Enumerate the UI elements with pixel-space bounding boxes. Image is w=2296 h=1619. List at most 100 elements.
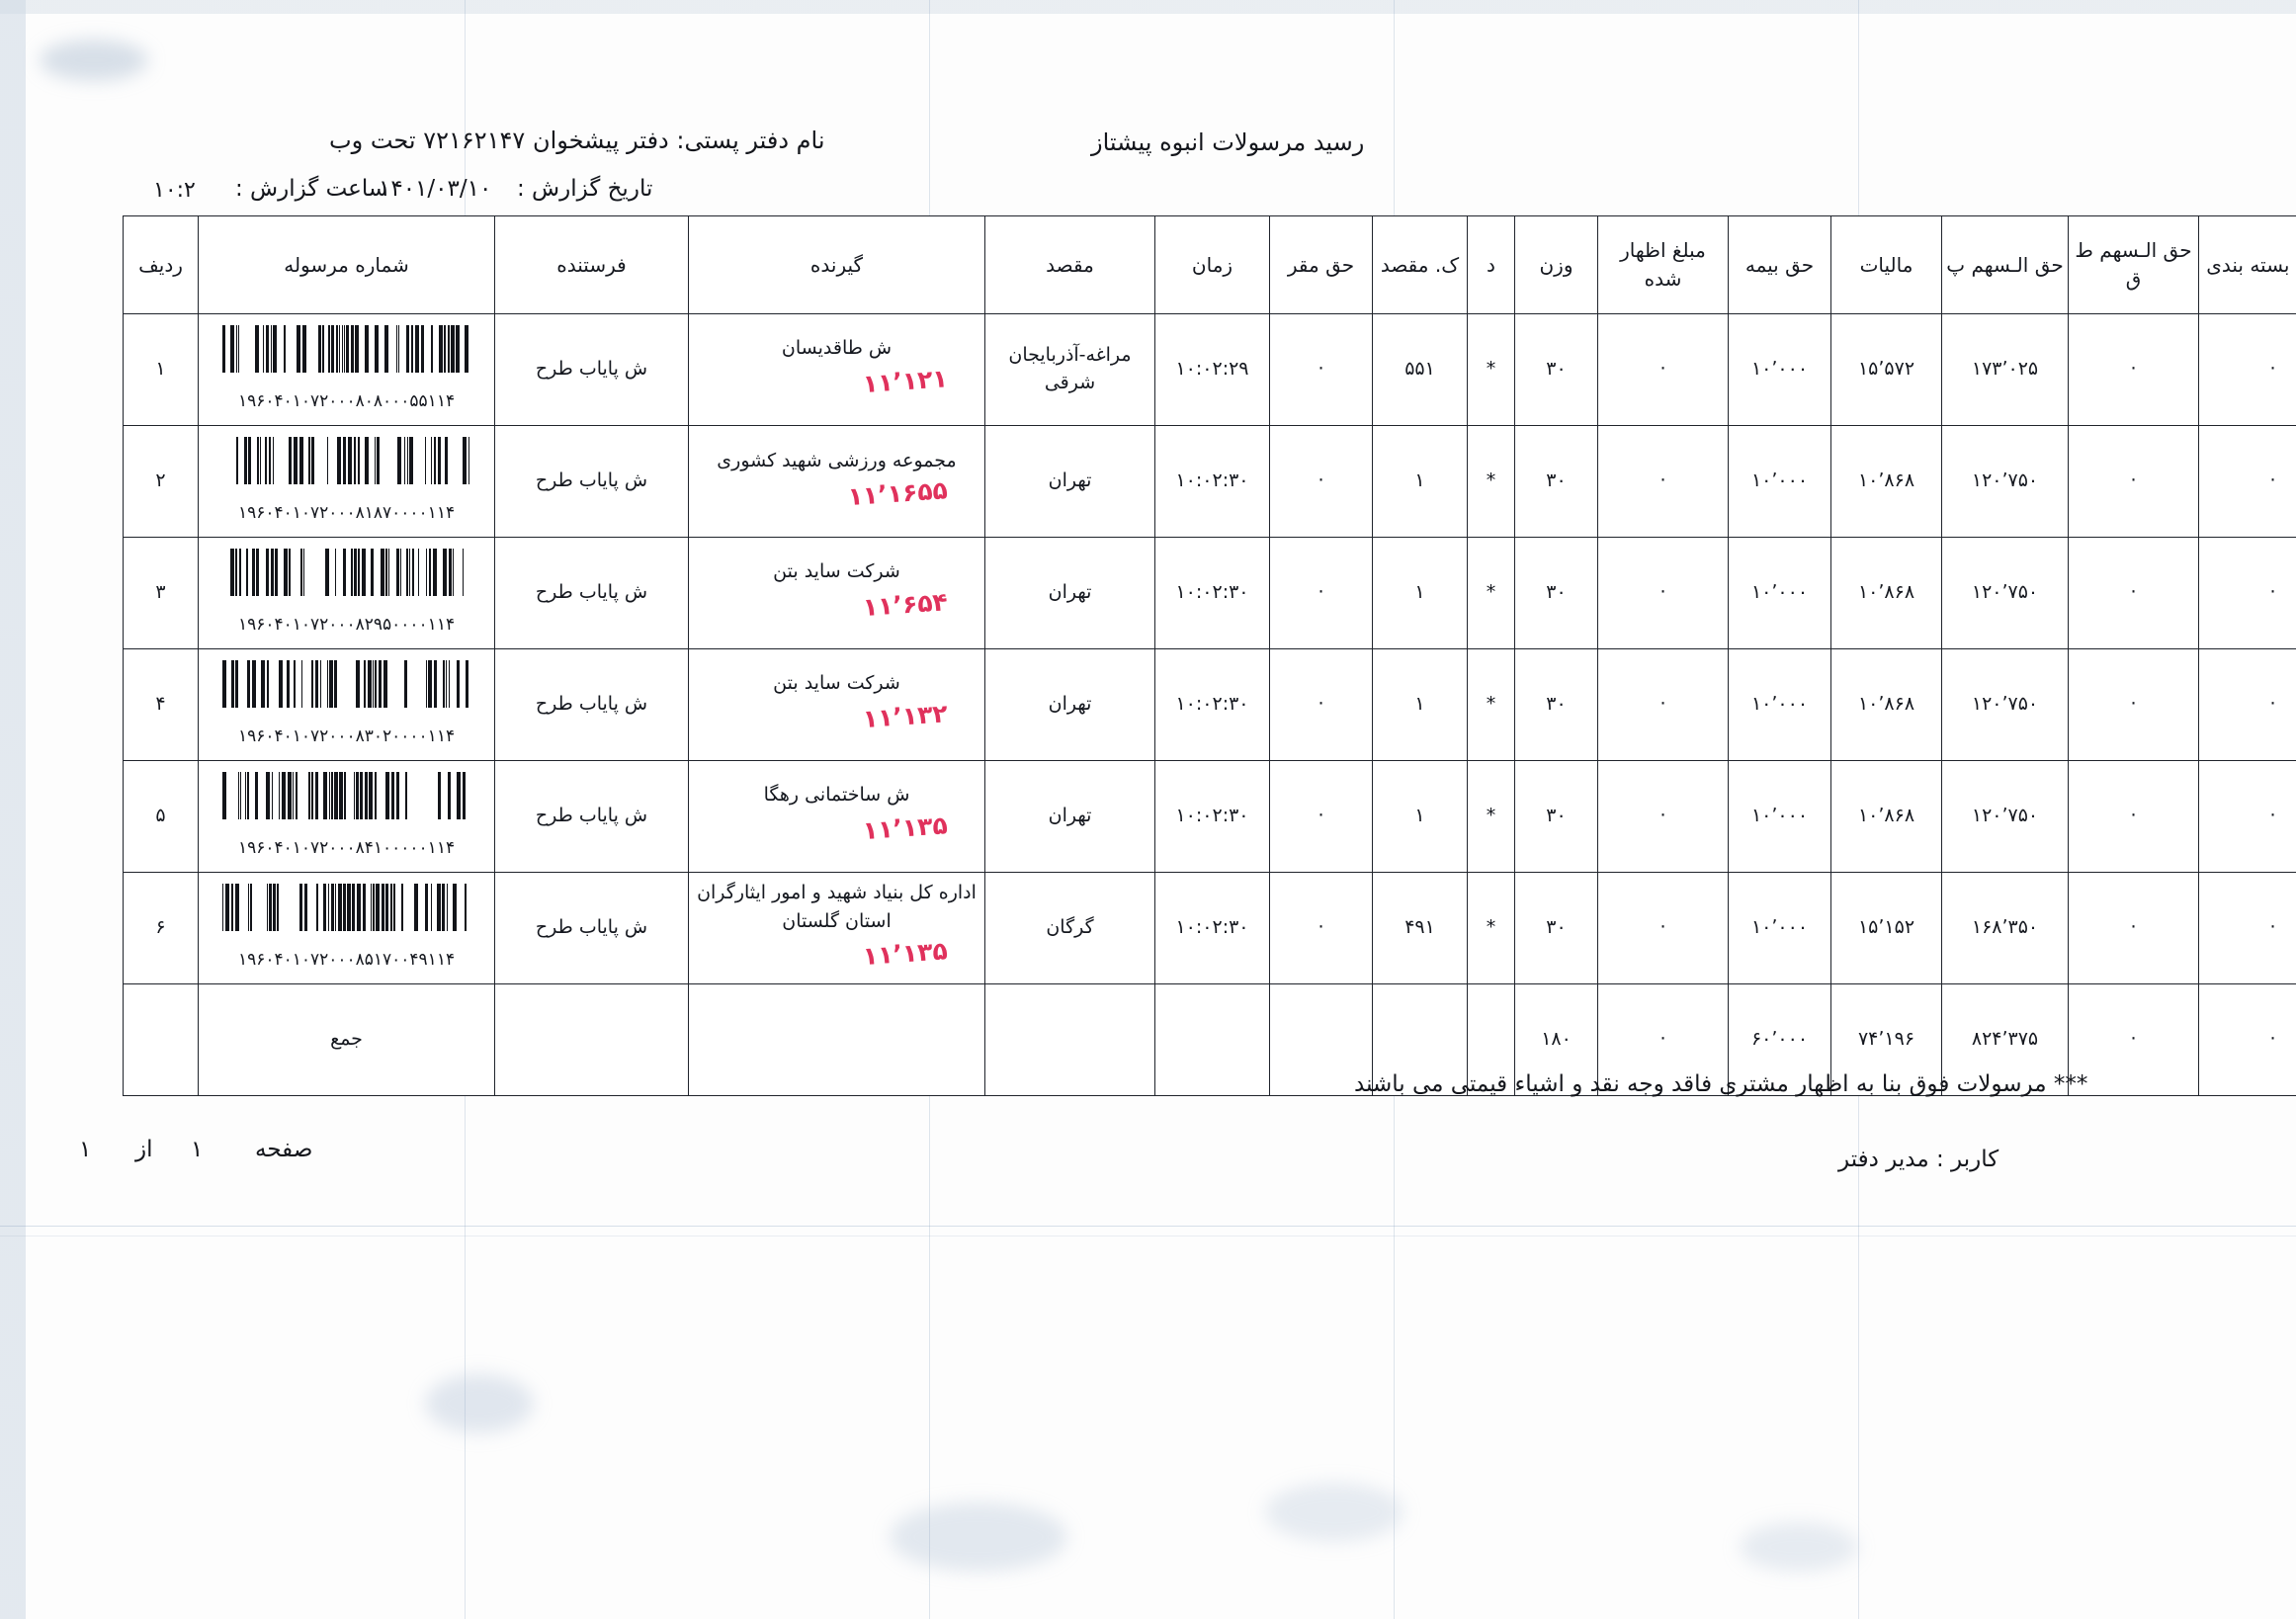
cell-d: * (1467, 648, 1515, 761)
cell-radif: ۱ (123, 313, 199, 426)
page-title: رسید مرسولات انبوه پیشتاز (1091, 128, 1365, 156)
cell-hazine-baste: · (2198, 537, 2296, 649)
table-row: ۱۸۳٬۵۰۲··۱۶۸٬۳۵۰۱۵٬۱۵۲۱۰٬۰۰۰·۳۰*۴۹۱·۱۰:۰… (123, 872, 2296, 984)
cell-maliat: ۱۵٬۱۵۲ (1830, 872, 1942, 984)
cell-haghe-bime: ۱۰٬۰۰۰ (1728, 537, 1831, 649)
cell-radif: ۵ (123, 760, 199, 873)
total-zaman (1154, 983, 1270, 1096)
cell-haghe-moghar: · (1269, 425, 1373, 538)
handwritten-note: ۱۱٬۱۲۱ (862, 363, 949, 398)
cell-haghosahm-tq: · (2068, 760, 2199, 873)
total-haghe-moghar (1269, 983, 1373, 1096)
total-hazine-baste: · (2198, 983, 2296, 1096)
cell-girande: ش ساختمانی رهگا ۱۱٬۱۳۵ (688, 760, 985, 873)
handwritten-note: ۱۱٬۱۶۵۵ (846, 475, 949, 512)
cell-morsule: ۱۹۶۰۴۰۱۰۷۲۰۰۰۸۲۹۵۰۰۰۰۱۱۴ (198, 537, 495, 649)
th-girande: گیرنده (688, 215, 985, 314)
cell-radif: ۶ (123, 872, 199, 984)
barcode-image (221, 325, 471, 382)
scan-smudge (1265, 1483, 1403, 1542)
footer-note: *** مرسولات فوق بنا به اظهار مشتری فاقد … (1354, 1071, 2088, 1097)
cell-d: * (1467, 537, 1515, 649)
cell-zaman: ۱۰:۰۲:۳۰ (1154, 648, 1270, 761)
barcode-image (221, 884, 471, 940)
total-ferestande (494, 983, 689, 1096)
cell-haghosahm-p: ۱۲۰٬۷۵۰ (1941, 648, 2069, 761)
report-date-label: تاریخ گزارش : (517, 176, 653, 202)
cell-morsule: ۱۹۶۰۴۰۱۰۷۲۰۰۰۸۵۱۷۰۰۴۹۱۱۴ (198, 872, 495, 984)
cell-vazn: ۳۰ (1514, 648, 1598, 761)
cell-haghosahm-p: ۱۲۰٬۷۵۰ (1941, 425, 2069, 538)
barcode-image (222, 437, 471, 493)
cell-hazine-baste: · (2198, 872, 2296, 984)
cell-haghe-moghar: · (1269, 872, 1373, 984)
handwritten-note: ۱۱٬۱۳۲ (862, 698, 949, 733)
cell-mablagh-ezhar: · (1597, 425, 1729, 538)
cell-mablagh-ezhar: · (1597, 760, 1729, 873)
cell-haghosahm-p: ۱۶۸٬۳۵۰ (1941, 872, 2069, 984)
cell-haghosahm-p: ۱۲۰٬۷۵۰ (1941, 760, 2069, 873)
barcode-number: ۱۹۶۰۴۰۱۰۷۲۰۰۰۸۳۰۲۰۰۰۰۱۱۴ (237, 725, 456, 746)
girande-name: شرکت ساید بتن (773, 560, 900, 583)
cell-d: * (1467, 425, 1515, 538)
cell-haghe-bime: ۱۰٬۰۰۰ (1728, 313, 1831, 426)
cell-mablagh-ezhar: · (1597, 313, 1729, 426)
th-maghsad: مقصد (984, 215, 1155, 314)
total-haghosahm-p: ۸۲۴٬۳۷۵ (1941, 983, 2069, 1096)
footer-page-total: ۱ (79, 1137, 92, 1162)
scan-smudge (40, 40, 148, 81)
cell-zaman: ۱۰:۰۲:۳۰ (1154, 425, 1270, 538)
girande-name: اداره کل بنیاد شهید و امور ایثارگران است… (697, 882, 977, 932)
cell-haghe-bime: ۱۰٬۰۰۰ (1728, 425, 1831, 538)
barcode-image (222, 549, 471, 605)
cell-haghe-moghar: · (1269, 648, 1373, 761)
footer-page-number: ۱ (191, 1137, 204, 1162)
cell-maliat: ۱۰٬۸۶۸ (1830, 537, 1942, 649)
th-d: د (1467, 215, 1515, 314)
cell-maliat: ۱۵٬۵۷۲ (1830, 313, 1942, 426)
table-footer: ۸۹۸٬۵۷۱ · · ۸۲۴٬۳۷۵ ۷۴٬۱۹۶ ۶۰٬۰۰۰ · ۱۸۰ … (123, 983, 2296, 1096)
cell-haghosahm-tq: · (2068, 537, 2199, 649)
table-row: ۱۳۱٬۶۱۸··۱۲۰٬۷۵۰۱۰٬۸۶۸۱۰٬۰۰۰·۳۰*۱·۱۰:۰۲:… (123, 537, 2296, 649)
cell-haghosahm-p: ۱۲۰٬۷۵۰ (1941, 537, 2069, 649)
cell-d: * (1467, 872, 1515, 984)
girande-name: ش طاقدیسان (781, 337, 893, 360)
cell-haghe-moghar: · (1269, 313, 1373, 426)
handwritten-note: ۱۱٬۶۵۴ (862, 586, 949, 622)
cell-maghsad: تهران (984, 648, 1155, 761)
barcode-number: ۱۹۶۰۴۰۱۰۷۲۰۰۰۸۱۸۷۰۰۰۰۱۱۴ (237, 502, 456, 523)
total-radif (123, 983, 199, 1096)
cell-haghosahm-tq: · (2068, 425, 2199, 538)
handwritten-note: ۱۱٬۱۳۵ (862, 810, 949, 845)
cell-girande: مجموعه ورزشی شهید کشوری ۱۱٬۱۶۵۵ (688, 425, 985, 538)
footer-user: کاربر : مدیر دفتر (1838, 1147, 1999, 1172)
cell-haghosahm-tq: · (2068, 313, 2199, 426)
th-haghe-bime: حق بیمه (1728, 215, 1831, 314)
cell-radif: ۳ (123, 537, 199, 649)
cell-zaman: ۱۰:۰۲:۳۰ (1154, 872, 1270, 984)
scan-line (0, 1226, 2296, 1227)
cell-girande: شرکت ساید بتن ۱۱٬۶۵۴ (688, 537, 985, 649)
cell-zaman: ۱۰:۰۲:۳۰ (1154, 760, 1270, 873)
total-d (1467, 983, 1515, 1096)
cell-morsule: ۱۹۶۰۴۰۱۰۷۲۰۰۰۸۰۸۰۰۰۵۵۱۱۴ (198, 313, 495, 426)
cell-ferestande: ش پایاب طرح (494, 425, 689, 538)
total-maghsad (984, 983, 1155, 1096)
total-haghe-bime: ۶۰٬۰۰۰ (1728, 983, 1831, 1096)
cell-haghosahm-tq: · (2068, 872, 2199, 984)
cell-vazn: ۳۰ (1514, 425, 1598, 538)
scan-smudge (425, 1374, 534, 1433)
cell-hazine-baste: · (2198, 313, 2296, 426)
th-morsule: شماره مرسوله (198, 215, 495, 314)
table-header-row: مبلغ ریال هزینه بسته بندی حق الـسهم ط ق … (123, 215, 2296, 314)
cell-haghe-bime: ۱۰٬۰۰۰ (1728, 760, 1831, 873)
table-row: ۱۸۸٬۵۹۷··۱۷۳٬۰۲۵۱۵٬۵۷۲۱۰٬۰۰۰·۳۰*۵۵۱·۱۰:۰… (123, 313, 2296, 426)
total-maliat: ۷۴٬۱۹۶ (1830, 983, 1942, 1096)
total-haghosahm-tq: · (2068, 983, 2199, 1096)
scan-smudge (890, 1502, 1067, 1572)
barcode-number: ۱۹۶۰۴۰۱۰۷۲۰۰۰۸۰۸۰۰۰۵۵۱۱۴ (237, 390, 456, 411)
cell-code-maghsad: ۱ (1372, 425, 1468, 538)
cell-ferestande: ش پایاب طرح (494, 648, 689, 761)
cell-vazn: ۳۰ (1514, 872, 1598, 984)
